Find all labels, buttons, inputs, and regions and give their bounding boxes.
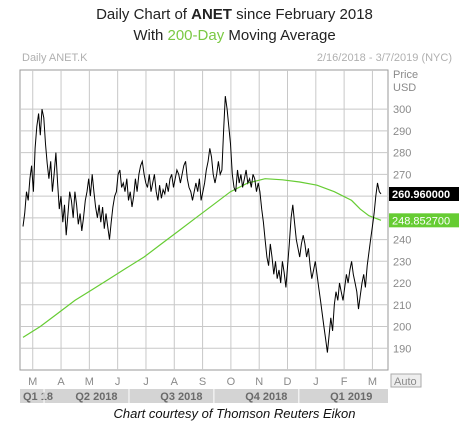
- month-label: N: [255, 376, 263, 388]
- auto-scale-box: [390, 373, 422, 388]
- y-axis-title-price: Price: [393, 69, 418, 81]
- plot-area: [19, 69, 389, 371]
- title-suffix: since February 2018: [231, 6, 373, 23]
- y-tick-label: 280: [393, 148, 411, 160]
- y-tick-label: 270: [393, 169, 411, 181]
- title-prefix: Daily Chart of: [96, 6, 192, 23]
- y-tick-label: 210: [393, 300, 411, 312]
- quarter-label: Q3 2018: [160, 391, 202, 403]
- last-price-value: 260.960000: [392, 189, 450, 201]
- moving-average-tag: [389, 213, 459, 228]
- y-tick-label: 200: [393, 322, 411, 334]
- y-axis-title-currency: USD: [393, 82, 416, 94]
- subtitle-suffix: Moving Average: [224, 27, 336, 44]
- date-range-label: 2/16/2018 - 3/7/2019 (NYC): [317, 52, 452, 64]
- y-tick-label: 220: [393, 278, 411, 290]
- y-tick-label: 290: [393, 126, 411, 138]
- quarter-label: Q1 2019: [330, 391, 372, 403]
- quarter-label: Q2 2018: [75, 391, 117, 403]
- month-label: M: [85, 376, 94, 388]
- quarter-label: Q4 2018: [245, 391, 287, 403]
- price-chart: Daily ANET.K 2/16/2018 - 3/7/2019 (NYC) 19…: [19, 52, 459, 403]
- chart-title-line-2: With 200-Day Moving Average: [0, 27, 469, 44]
- month-label: J: [313, 376, 319, 388]
- moving-average-value: 248.852700: [392, 215, 450, 227]
- month-label: M: [28, 376, 37, 388]
- chart-caption: Chart courtesy of Thomson Reuters Eikon: [113, 406, 356, 421]
- moving-average-line: [22, 178, 382, 338]
- quarter-strip: [20, 389, 388, 403]
- month-label: F: [341, 376, 348, 388]
- month-label: O: [227, 376, 236, 388]
- price-line: [22, 96, 382, 353]
- last-price-tag: [389, 187, 459, 201]
- subtitle-ma-label: 200-Day: [167, 27, 225, 44]
- y-tick-label: 240: [393, 235, 411, 247]
- month-label: M: [368, 376, 377, 388]
- auto-scale-label: Auto: [394, 376, 417, 388]
- panel-label: Daily ANET.K: [22, 52, 88, 64]
- chart-title-line-1: Daily Chart of ANET since February 2018: [0, 6, 469, 23]
- month-label: J: [143, 376, 149, 388]
- subtitle-prefix: With: [133, 27, 168, 44]
- y-tick-label: 190: [393, 343, 411, 355]
- month-label: A: [57, 376, 65, 388]
- month-label: A: [171, 376, 179, 388]
- month-label: J: [115, 376, 121, 388]
- y-tick-label: 300: [393, 104, 411, 116]
- title-ticker: ANET: [191, 6, 232, 23]
- month-label: S: [199, 376, 206, 388]
- quarter-label: Q1 18: [23, 391, 53, 403]
- y-tick-label: 230: [393, 256, 411, 268]
- month-label: D: [284, 376, 292, 388]
